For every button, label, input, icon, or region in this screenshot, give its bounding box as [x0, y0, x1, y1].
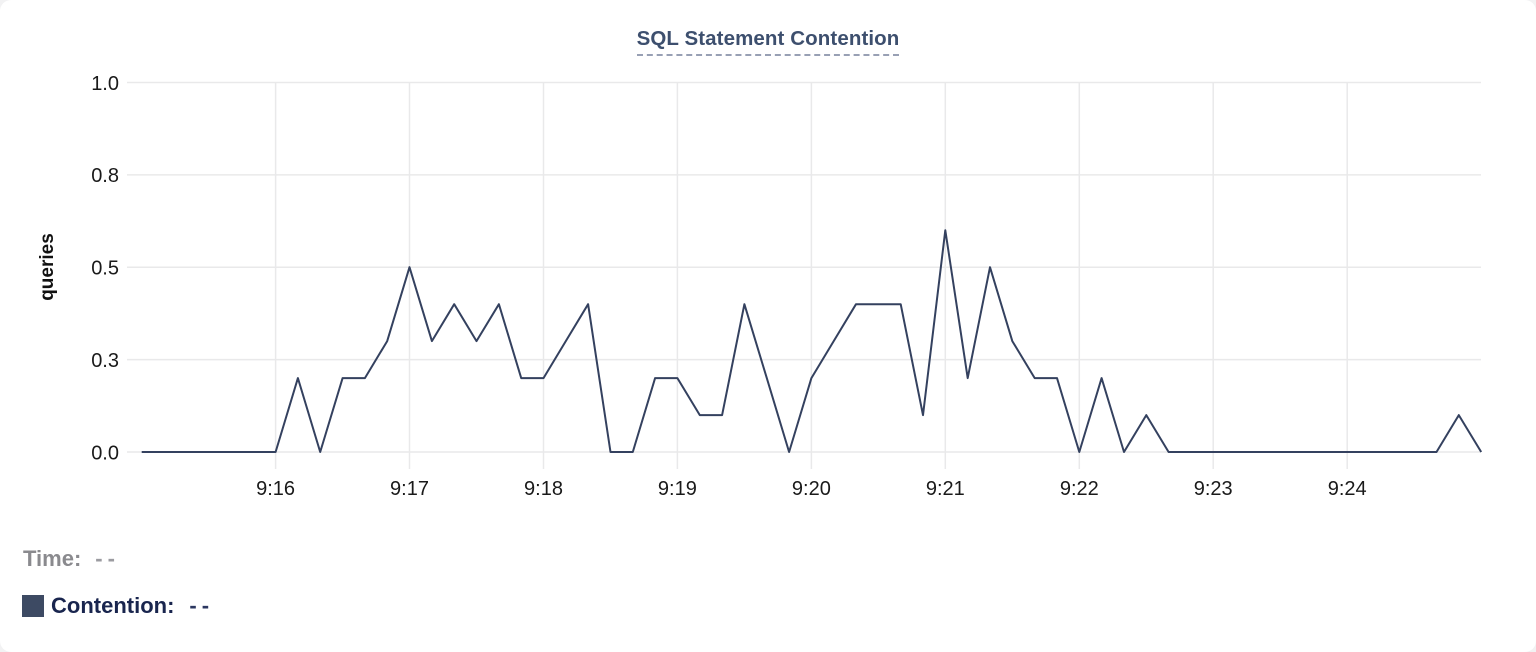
svg-text:0.8: 0.8 [91, 165, 119, 187]
svg-text:9:20: 9:20 [792, 478, 831, 500]
svg-text:9:21: 9:21 [926, 478, 965, 500]
svg-text:queries: queries [37, 233, 58, 301]
svg-text:9:23: 9:23 [1194, 478, 1233, 500]
svg-text:9:16: 9:16 [256, 478, 295, 500]
svg-text:0.5: 0.5 [91, 258, 119, 280]
svg-text:0.0: 0.0 [91, 442, 119, 464]
svg-text:9:19: 9:19 [658, 478, 697, 500]
svg-text:9:18: 9:18 [524, 478, 563, 500]
svg-text:9:22: 9:22 [1060, 478, 1099, 500]
svg-text:0.3: 0.3 [91, 350, 119, 372]
svg-text:9:24: 9:24 [1328, 478, 1367, 500]
svg-text:9:17: 9:17 [390, 478, 429, 500]
svg-text:1.0: 1.0 [91, 73, 119, 95]
